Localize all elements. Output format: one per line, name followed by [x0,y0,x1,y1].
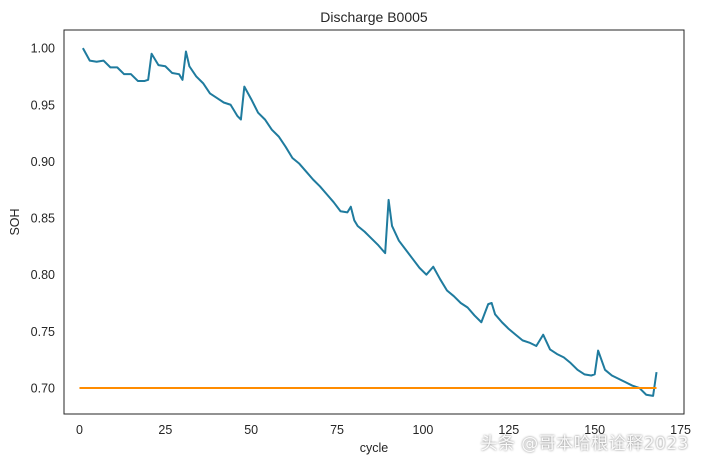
y-tick-label: 0.95 [31,98,55,112]
x-tick-label: 25 [158,423,172,437]
soh-series-line [82,47,658,397]
y-tick-label: 0.80 [31,268,55,282]
x-tick-labels: 0 25 50 75 100 125 150 175 [76,423,691,437]
y-tick-label: 0.90 [31,155,55,169]
x-tick-label: 75 [330,423,344,437]
y-tick-label: 0.70 [31,381,55,395]
plot-background [64,30,684,414]
x-tick-label: 50 [244,423,258,437]
y-tick-label: 0.75 [31,325,55,339]
chart-title: Discharge B0005 [320,9,428,25]
x-tick-label: 125 [498,423,519,437]
y-tick-label: 1.00 [31,42,55,56]
y-tick-labels: 0.70 0.75 0.80 0.85 0.90 0.95 1.00 [31,42,55,396]
y-axis-label: SOH [8,208,22,235]
x-axis-label: cycle [360,441,389,455]
watermark: 头条 @哥本哈根诠释2023 [480,434,689,454]
series-layer [79,47,658,397]
x-tick-label: 100 [413,423,434,437]
plot-frame [63,29,685,415]
x-tick-label: 150 [584,423,605,437]
y-tick-label: 0.85 [31,212,55,226]
x-tick-label: 0 [76,423,83,437]
x-tick-label: 175 [670,423,691,437]
